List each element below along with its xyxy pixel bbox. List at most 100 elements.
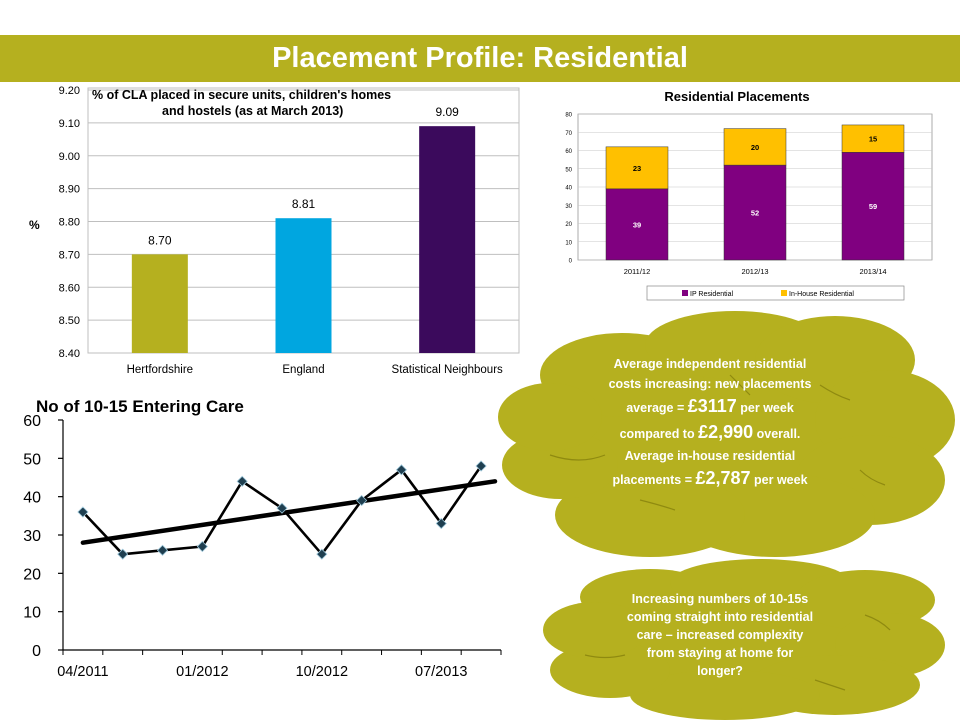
stacked-chart-y-tick-label: 40 [565, 186, 572, 192]
bar-category-label: England [282, 364, 324, 376]
bar-chart-y-tick-label: 8.70 [59, 249, 80, 261]
stacked-chart-y-tick-label: 20 [565, 222, 572, 228]
entering-care-data-point [117, 548, 129, 560]
line-chart-x-tick-label: 07/2013 [415, 664, 467, 680]
stacked-bar-data-label: 23 [633, 164, 641, 173]
cla-percentage-bar-chart: 8.40 8.50 8.60 8.70 8.80 8.90 9.00 9.10 9.20 8.7… [29, 85, 520, 376]
stacked-chart-category-label: 2011/12 [624, 267, 651, 276]
stacked-bar-data-label: 59 [869, 202, 877, 211]
line-chart-y-tick-label: 40 [23, 490, 41, 507]
entering-care-line-chart: No of 10-15 Entering Care 0102030405060 … [23, 397, 502, 680]
line-chart-y-tick-label: 30 [23, 528, 41, 545]
complexity-cloud-line: Increasing numbers of 10-15s [631, 592, 809, 606]
line-chart-x-tick-label: 10/2012 [296, 664, 348, 680]
stacked-bar-data-label: 52 [751, 209, 759, 218]
line-chart-y-tick-label: 20 [23, 566, 41, 583]
stacked-bar-data-label: 20 [751, 143, 759, 152]
stacked-chart-y-tick-label: 0 [569, 259, 573, 265]
bar-value-label: 9.09 [435, 105, 459, 119]
costs-cloud-line: costs increasing: new placements [608, 377, 812, 391]
legend-label-in-house-residential: In-House Residential [789, 291, 854, 298]
entering-care-data-point [316, 548, 328, 560]
stacked-bar-segment-in-house-residential [605, 146, 669, 190]
line-chart-y-tick-label: 50 [23, 451, 41, 468]
bar-category-label: Hertfordshire [127, 364, 193, 376]
costs-cloud-line: compared to £2,990 overall. [560, 420, 860, 446]
bar-category-label: Statistical Neighbours [392, 364, 503, 376]
residential-placements-stacked-chart: Residential Placements 0 10 20 30 40 50 60 70 80… [540, 82, 940, 304]
bar-chart-y-tick-label: 8.80 [59, 217, 80, 229]
bar-chart-y-tick-label: 9.10 [59, 118, 80, 130]
stacked-chart-category-label: 2013/14 [859, 267, 886, 276]
bar-value-label: 8.81 [292, 197, 316, 211]
in-house-placement-cost: £2,787 [695, 468, 751, 488]
costs-cloud-text-part: per week [736, 401, 794, 415]
legend-swatch-in-house-residential [781, 290, 787, 296]
complexity-cloud-text: Increasing numbers of 10-15s coming stra… [590, 590, 850, 680]
costs-cloud-text: Average independent residential costs in… [560, 354, 860, 492]
slide-title: Placement Profile: Residential [272, 42, 688, 74]
legend-label-ip-residential: IP Residential [690, 291, 734, 298]
independent-new-placement-cost: £3117 [687, 396, 737, 416]
bar-statistical-neighbours [419, 126, 476, 353]
complexity-cloud-line: from staying at home for [646, 646, 794, 660]
entering-care-data-point [475, 460, 487, 472]
entering-care-data-point [435, 517, 447, 530]
stacked-bar-segment-ip-residential [605, 188, 669, 261]
stacked-chart-category-label: 2012/13 [741, 267, 768, 276]
bar-chart-y-tick-label: 8.60 [59, 282, 80, 294]
stacked-chart-y-tick-label: 80 [565, 113, 572, 119]
legend-swatch-ip-residential [682, 290, 688, 296]
costs-cloud-callout [498, 311, 955, 557]
bar-hertfordshire [131, 254, 188, 353]
entering-care-data-point [395, 464, 408, 476]
bar-england [275, 218, 332, 353]
title-banner: Placement Profile: Residential [0, 35, 960, 82]
stacked-chart-y-tick-label: 70 [565, 131, 572, 137]
costs-cloud-line: average = £3117 per week [560, 394, 860, 420]
line-chart-title: No of 10-15 Entering Care [36, 397, 244, 416]
costs-cloud-line: Average in-house residential [624, 449, 796, 463]
entering-care-data-point [156, 544, 169, 556]
costs-cloud-text-part: average = [626, 401, 688, 415]
costs-cloud-text-part: placements = [612, 473, 696, 487]
stacked-bar-segment-in-house-residential [723, 128, 787, 166]
independent-overall-cost: £2,990 [698, 422, 754, 442]
complexity-cloud-line: care – increased complexity [636, 628, 804, 642]
line-chart-y-tick-label: 0 [32, 643, 41, 660]
stacked-chart-legend-box [646, 285, 905, 301]
stacked-chart-y-tick-label: 50 [565, 167, 572, 173]
stacked-bar-data-label: 39 [633, 220, 641, 229]
complexity-cloud-line: coming straight into residential [626, 610, 814, 624]
bar-chart-y-tick-label: 8.40 [59, 348, 80, 360]
entering-care-data-point [196, 540, 208, 553]
line-chart-y-tick-label: 10 [23, 605, 41, 622]
stacked-chart-y-tick-label: 10 [565, 240, 572, 246]
stacked-chart-y-tick-label: 60 [565, 149, 572, 155]
bar-chart-y-tick-label: 9.00 [59, 151, 80, 163]
line-chart-x-tick-label: 04/2011 [57, 664, 108, 680]
stacked-chart-title: Residential Placements [664, 89, 809, 104]
bar-chart-y-tick-label: 8.90 [59, 184, 80, 196]
entering-care-data-point [77, 506, 89, 518]
bar-value-label: 8.70 [148, 233, 172, 247]
bar-chart-title-line-2: and hostels (as at March 2013) [162, 104, 343, 118]
costs-cloud-text-part: per week [750, 473, 808, 487]
bar-chart-y-tick-label: 9.20 [59, 85, 80, 97]
trend-line [80, 479, 498, 545]
complexity-cloud-line: longer? [697, 664, 743, 678]
complexity-cloud-callout [543, 559, 945, 720]
costs-cloud-line: placements = £2,787 per week [560, 466, 860, 492]
entering-care-data-point [236, 475, 248, 487]
stacked-bar-segment-ip-residential [841, 152, 905, 261]
line-chart-x-tick-label: 01/2012 [176, 664, 228, 680]
stacked-bar-data-label: 15 [869, 135, 877, 144]
stacked-bar-segment-ip-residential [723, 164, 787, 261]
line-chart-y-tick-label: 60 [23, 413, 41, 430]
costs-cloud-text-part: compared to [619, 427, 699, 441]
bar-chart-y-tick-label: 8.50 [59, 315, 80, 327]
bar-chart-title-line-1: % of CLA placed in secure units, childre… [92, 88, 391, 102]
stacked-bar-segment-in-house-residential [841, 124, 905, 153]
costs-cloud-text-part: overall. [753, 427, 801, 441]
bar-chart-y-axis-label: % [29, 218, 40, 232]
